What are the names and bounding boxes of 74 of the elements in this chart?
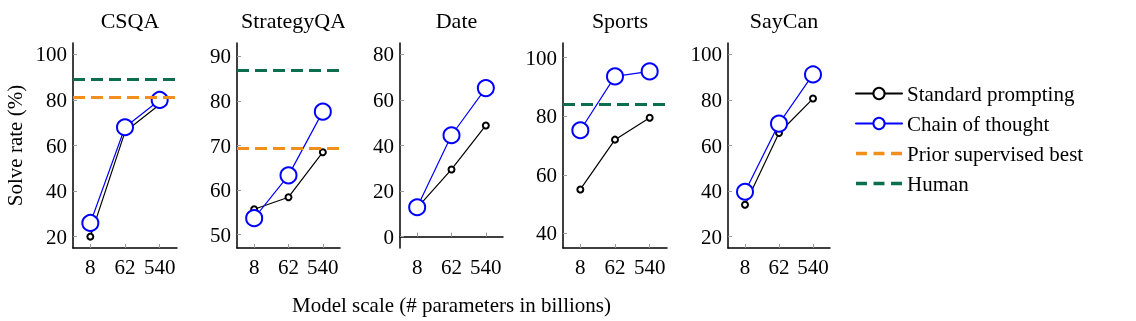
x-axis-title: Model scale (# parameters in billions) <box>292 292 611 317</box>
chart-title: Date <box>435 7 478 33</box>
x-tick-label: 62 <box>114 254 136 279</box>
point <box>640 62 659 81</box>
y-tick-label: 80 <box>373 42 394 67</box>
x-tick-label: 540 <box>143 254 176 279</box>
x-tick-label: 62 <box>604 254 626 279</box>
y-tick-label: 40 <box>46 179 67 204</box>
point <box>645 113 654 122</box>
point <box>447 165 456 174</box>
x-tick-label: 540 <box>307 254 339 279</box>
point <box>313 102 332 121</box>
y-tick-label: 40 <box>373 133 394 158</box>
point <box>81 213 100 232</box>
legend-label: Chain of thought <box>907 111 1050 136</box>
y-tick-label: 80 <box>536 104 557 129</box>
legend-label: Prior supervised best <box>907 141 1084 166</box>
chart-title: StrategyQA <box>240 7 347 33</box>
point <box>116 118 134 137</box>
y-tick-label: 60 <box>373 87 394 112</box>
point <box>736 182 754 201</box>
y-tick-label: 20 <box>46 224 67 249</box>
x-tick-label: 8 <box>411 254 423 279</box>
x-tick-label: 62 <box>441 254 462 279</box>
y-tick-label: 80 <box>210 88 231 113</box>
x-tick-label: 540 <box>470 254 502 279</box>
chart-title: CSQA <box>100 7 160 33</box>
y-tick-label: 20 <box>373 179 394 204</box>
y-tick-label: 40 <box>701 179 722 204</box>
point <box>86 232 95 241</box>
y-tick-label: 40 <box>536 221 557 246</box>
point <box>279 166 298 185</box>
x-tick-label: 540 <box>797 254 829 279</box>
point <box>476 79 495 98</box>
point <box>571 121 590 140</box>
x-tick-label: 8 <box>739 254 751 279</box>
y-tick-label: 100 <box>690 42 722 67</box>
point <box>804 65 822 84</box>
y-tick-label: 0 <box>383 224 394 249</box>
point <box>318 148 327 157</box>
y-tick-label: 70 <box>210 133 231 158</box>
point <box>770 114 788 133</box>
point <box>442 126 461 145</box>
y-tick-label: 60 <box>701 133 722 158</box>
point <box>284 193 293 202</box>
point <box>245 209 264 228</box>
y-tick-label: 90 <box>210 44 231 69</box>
point <box>741 200 749 209</box>
point <box>481 121 490 130</box>
y-tick-label: 60 <box>536 162 557 187</box>
y-tick-label: 80 <box>701 87 722 112</box>
chart-title: Sports <box>591 7 649 33</box>
y-tick-label: 50 <box>210 222 231 247</box>
point <box>611 135 619 144</box>
x-tick-label: 62 <box>768 254 790 279</box>
x-tick-label: 8 <box>248 254 260 279</box>
point <box>809 94 817 103</box>
legend-label: Human <box>907 171 970 196</box>
y-tick-label: 100 <box>35 42 67 67</box>
point <box>576 185 585 194</box>
x-tick-label: 8 <box>85 254 96 279</box>
y-tick-label: 80 <box>46 87 67 112</box>
y-axis-title: Solve rate (%) <box>2 84 27 207</box>
chart-title: SayCan <box>749 7 819 33</box>
x-tick-label: 62 <box>278 254 299 279</box>
x-tick-label: 540 <box>633 254 666 279</box>
x-tick-label: 8 <box>575 254 586 279</box>
y-tick-label: 20 <box>701 224 722 249</box>
y-tick-label: 60 <box>210 178 231 203</box>
y-tick-label: 100 <box>525 45 557 70</box>
point <box>408 198 427 217</box>
y-tick-label: 60 <box>46 133 67 158</box>
legend-label: Standard prompting <box>907 81 1075 106</box>
point <box>606 67 624 86</box>
